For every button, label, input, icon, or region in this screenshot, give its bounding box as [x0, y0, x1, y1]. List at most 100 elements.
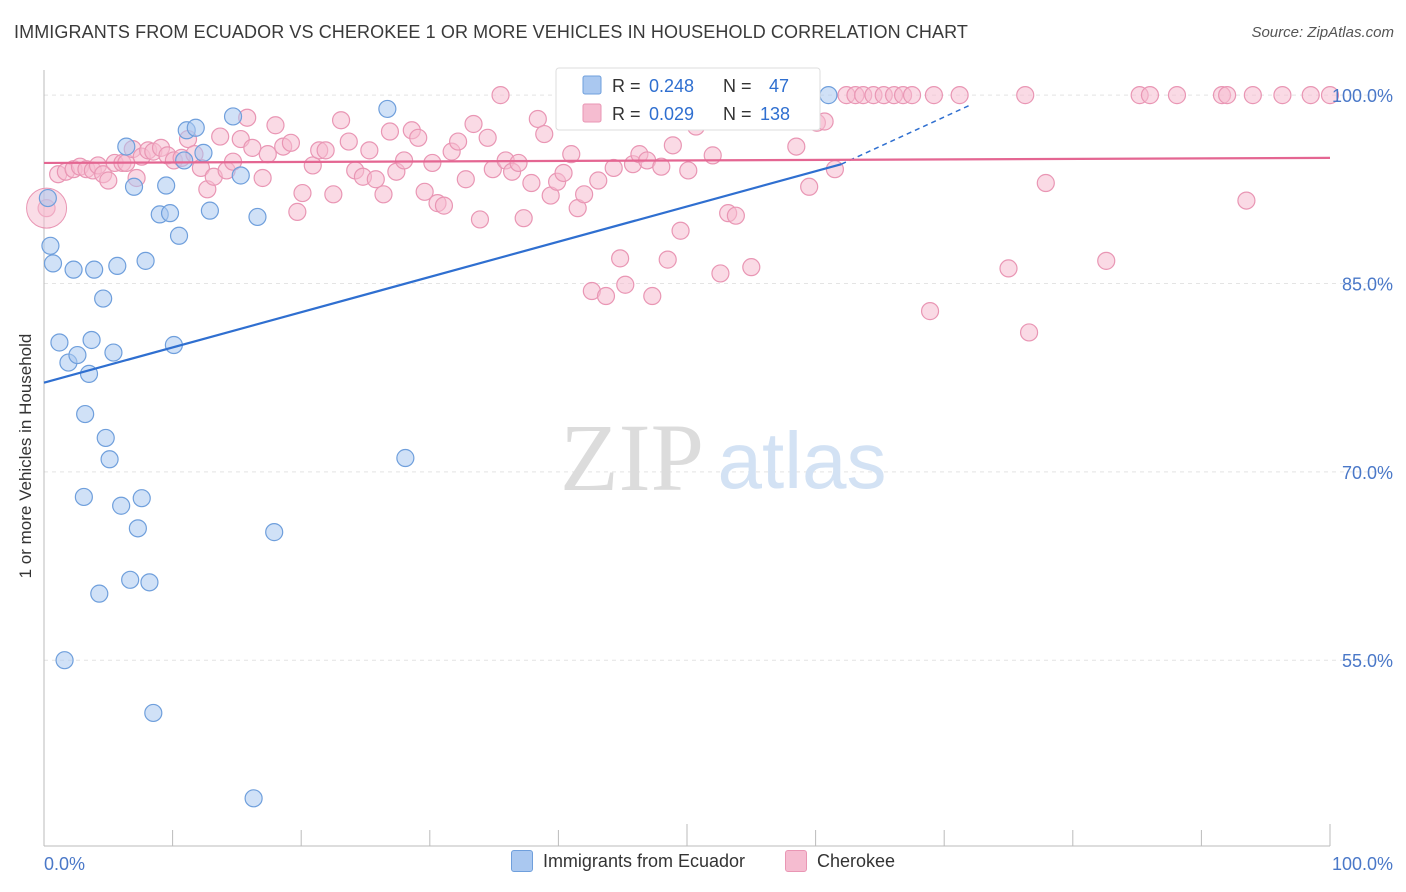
data-point [94, 289, 113, 308]
tick-labels: 100.0% 85.0% 70.0% 55.0% 0.0% 100.0% [44, 86, 1393, 874]
data-point [140, 573, 159, 592]
data-point [658, 250, 677, 269]
data-point [90, 584, 109, 603]
axes [43, 70, 1331, 847]
data-point [902, 86, 922, 105]
source-label: Source: ZipAtlas.com [1251, 24, 1394, 41]
legend-swatch-blue [510, 850, 533, 872]
data-point [124, 177, 144, 196]
x-tick-label: 100.0% [1332, 854, 1393, 874]
data-point [360, 141, 379, 160]
data-point [415, 182, 434, 201]
data-point [244, 789, 263, 808]
chart-title: IMMIGRANTS FROM ECUADOR VS CHEROKEE 1 OR… [14, 22, 968, 42]
data-point [535, 124, 554, 144]
data-point [1243, 86, 1262, 105]
stats-r-label: R = [612, 104, 641, 124]
data-point [74, 487, 93, 507]
data-point [575, 185, 594, 204]
data-point [589, 171, 608, 190]
stats-r-value: 0.029 [649, 104, 694, 124]
data-point [324, 185, 343, 204]
data-point [55, 651, 74, 670]
legend-item-cherokee[interactable]: Cherokee [785, 850, 895, 872]
data-point [742, 258, 761, 277]
data-point [1036, 173, 1055, 193]
data-point [144, 703, 163, 723]
data-point [562, 145, 581, 164]
data-point [132, 489, 151, 508]
y-axis-label: 1 or more Vehicles in Household [16, 333, 35, 579]
data-point [514, 209, 533, 228]
data-point [169, 226, 189, 245]
legend: Immigrants from Ecuador Cherokee [0, 850, 1406, 872]
y-tick-label: 85.0% [1342, 274, 1393, 294]
data-point [96, 428, 115, 448]
data-point [100, 450, 119, 469]
stats-swatch-pink [582, 103, 602, 123]
data-point [800, 177, 819, 196]
data-point [281, 133, 301, 152]
data-point [339, 132, 358, 151]
data-point [303, 156, 322, 175]
data-point [374, 185, 393, 204]
data-point [366, 170, 385, 189]
data-point [38, 188, 57, 208]
data-point [671, 221, 690, 240]
data-point [522, 173, 541, 193]
trend-lines [43, 104, 1331, 384]
data-point [611, 249, 630, 268]
data-point [999, 259, 1018, 278]
data-point [293, 183, 312, 203]
data-point [258, 145, 277, 164]
data-point [104, 343, 123, 362]
data-point [211, 127, 230, 146]
data-point [288, 202, 307, 221]
data-point [396, 448, 415, 468]
data-point [253, 168, 272, 188]
data-point [160, 204, 180, 223]
data-point [50, 333, 69, 352]
data-point [950, 86, 969, 105]
stats-n-value: 138 [760, 104, 790, 124]
data-point [711, 264, 730, 283]
data-point [248, 207, 267, 227]
data-point [41, 236, 60, 255]
trend-line-pink [43, 156, 1331, 165]
data-point [470, 210, 490, 229]
data-point [456, 170, 475, 189]
data-point [464, 114, 483, 134]
data-point [1167, 86, 1187, 105]
data-point [265, 523, 284, 542]
y-tick-label: 70.0% [1342, 463, 1393, 483]
data-point [652, 157, 671, 176]
stats-r-value: 0.248 [649, 76, 694, 96]
data-point [121, 570, 140, 589]
stats-n-label: N = [723, 76, 752, 96]
data-point [194, 143, 213, 162]
data-point [787, 137, 806, 156]
data-point [64, 260, 83, 279]
data-point [409, 128, 428, 147]
data-point [316, 141, 335, 160]
data-point [554, 163, 573, 183]
stats-box-frame [555, 67, 821, 131]
legend-item-ecuador[interactable]: Immigrants from Ecuador [510, 850, 745, 872]
data-point [117, 137, 136, 156]
y-tick-label: 100.0% [1332, 86, 1393, 106]
data-point [378, 99, 397, 119]
stats-n-value: 47 [769, 76, 789, 96]
legend-label: Immigrants from Ecuador [542, 850, 745, 871]
trend-line-blue [43, 163, 842, 384]
y-tick-label: 55.0% [1342, 651, 1393, 671]
data-point [223, 107, 243, 126]
data-point [266, 116, 285, 135]
data-point [136, 251, 155, 270]
data-point [186, 118, 205, 137]
data-point [1140, 86, 1160, 105]
data-point [1237, 191, 1256, 210]
data-point [423, 153, 442, 173]
data-point [1019, 323, 1039, 342]
series-cherokee [26, 86, 1340, 342]
